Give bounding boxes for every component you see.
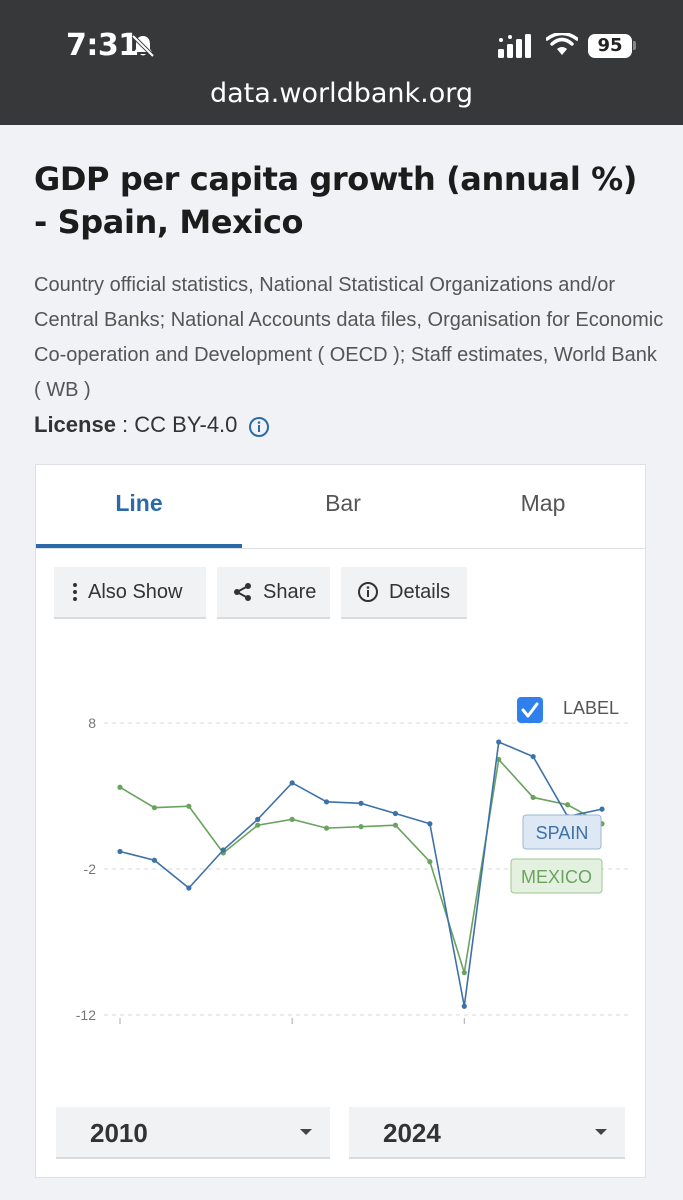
checkmark-icon xyxy=(521,702,539,718)
license-line: License : CC BY-4.0 xyxy=(34,412,237,438)
y-tick-label: 8 xyxy=(88,715,96,731)
data-point-mexico xyxy=(530,794,536,801)
data-point-spain xyxy=(358,800,364,806)
end-year-value: 2024 xyxy=(383,1118,441,1148)
start-year-select[interactable]: 2010 xyxy=(56,1107,330,1159)
info-icon[interactable] xyxy=(248,416,270,438)
data-point-spain xyxy=(220,847,226,853)
view-tabs: Line Bar Map xyxy=(36,465,645,549)
address-bar[interactable]: data.worldbank.org xyxy=(209,78,474,109)
data-point-spain xyxy=(151,857,158,863)
also-show-label: Also Show xyxy=(88,580,183,603)
series-label-spain: SPAIN xyxy=(536,823,589,843)
chevron-down-icon xyxy=(300,1129,312,1135)
series-label-mexico: MEXICO xyxy=(521,867,592,887)
label-checkbox xyxy=(517,697,543,723)
data-point-mexico xyxy=(255,822,261,828)
label-toggle-text: LABEL xyxy=(563,698,619,718)
tab-line[interactable]: Line xyxy=(115,490,163,516)
line-chart: 8 -2 -12 SPAIN MEXICO LABEL xyxy=(76,697,628,1024)
data-point-mexico xyxy=(117,784,123,790)
end-year-select[interactable]: 2024 xyxy=(349,1107,625,1159)
data-point-spain xyxy=(289,780,295,786)
chart-card: Line Bar Map Also Show Share Details 8 -2… xyxy=(35,464,646,1178)
share-button[interactable]: Share xyxy=(217,567,330,619)
data-point-mexico xyxy=(564,802,571,808)
data-point-spain xyxy=(427,821,433,827)
data-point-spain xyxy=(117,848,123,855)
info-icon xyxy=(358,582,378,602)
active-tab-indicator xyxy=(36,544,242,548)
chevron-down-icon xyxy=(595,1129,607,1135)
license-value: : CC BY-4.0 xyxy=(115,412,238,437)
browser-chrome: 7:31 95 data.worldbank.org xyxy=(0,0,683,125)
data-point-mexico xyxy=(427,859,433,865)
license-label: License xyxy=(34,412,116,437)
data-point-mexico xyxy=(358,824,364,830)
details-label: Details xyxy=(389,580,451,603)
data-point-mexico xyxy=(289,816,295,822)
page-title: GDP per capita growth (annual %) - Spain… xyxy=(34,160,638,241)
share-label: Share xyxy=(263,580,317,603)
cellular-signal-icon xyxy=(498,34,531,58)
status-time: 7:31 xyxy=(66,28,139,63)
data-point-spain xyxy=(599,806,605,812)
y-tick-label: -12 xyxy=(76,1007,96,1023)
data-point-spain xyxy=(186,885,192,891)
data-point-mexico xyxy=(461,970,467,976)
data-point-spain xyxy=(461,1003,467,1009)
tab-bar[interactable]: Bar xyxy=(325,490,361,516)
data-point-spain xyxy=(255,816,261,822)
series-label-box xyxy=(510,858,603,894)
data-point-spain xyxy=(392,810,399,817)
source-text: Country official statistics, National St… xyxy=(34,274,664,401)
share-icon xyxy=(234,583,251,601)
data-point-mexico xyxy=(392,822,399,828)
tab-map[interactable]: Map xyxy=(520,490,566,516)
data-point-mexico xyxy=(496,756,502,763)
bell-muted-icon xyxy=(131,34,155,58)
battery-tip xyxy=(633,41,636,50)
data-point-spain xyxy=(530,753,536,760)
also-show-button[interactable]: Also Show xyxy=(54,567,206,619)
more-vertical-icon xyxy=(73,583,77,601)
data-point-spain xyxy=(323,799,330,805)
start-year-value: 2010 xyxy=(90,1118,148,1148)
y-tick-label: -2 xyxy=(84,861,97,877)
wifi-icon xyxy=(546,33,578,55)
data-point-spain xyxy=(496,739,502,745)
data-point-mexico xyxy=(186,803,192,809)
battery-indicator: 95 xyxy=(588,34,632,58)
data-point-mexico xyxy=(323,825,330,831)
data-point-mexico xyxy=(151,805,158,811)
details-button[interactable]: Details xyxy=(341,567,467,619)
series-label-box xyxy=(522,814,602,850)
